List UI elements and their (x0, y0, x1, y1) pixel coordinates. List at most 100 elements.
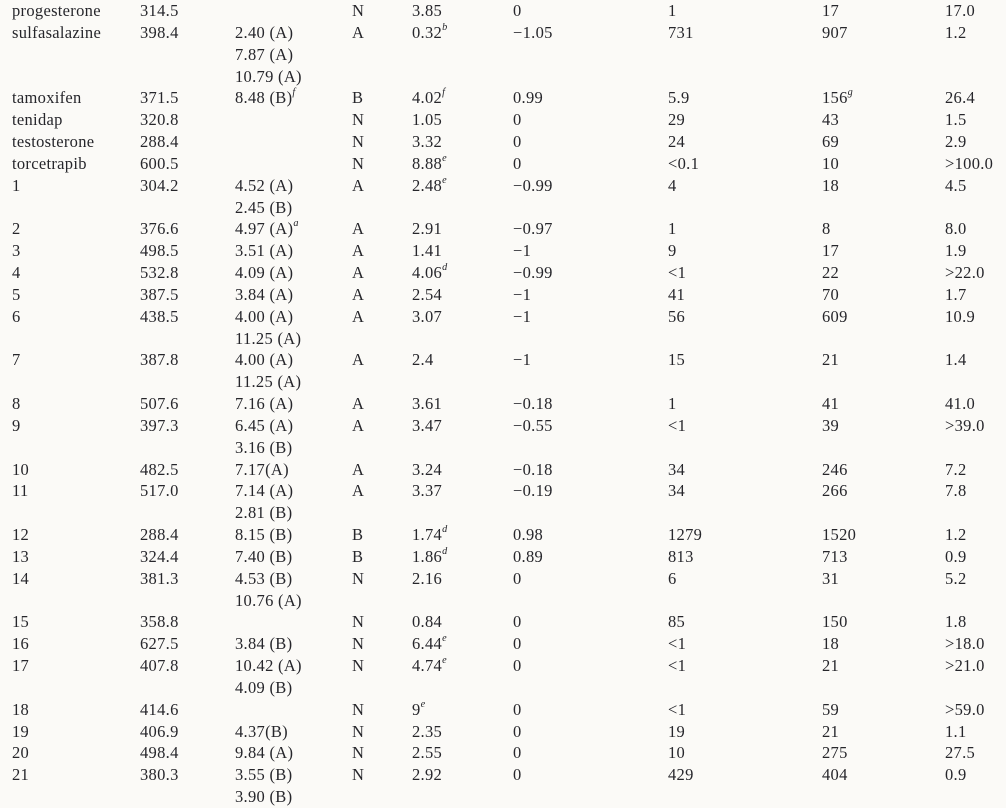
compound-name-cell: 4 (12, 263, 21, 283)
col8-value-cell: 609 (822, 306, 848, 326)
table-row: 7.87 (A) (0, 44, 1006, 66)
table-row: testosterone 288.4 N 3.32 0 24 69 2.9 (0, 131, 1006, 153)
col5-value-cell: 1.05 (412, 110, 443, 130)
col5-value-cell: 3.47 (412, 415, 443, 435)
col4-value-cell: A (352, 284, 365, 304)
col7-value-cell: 15 (668, 350, 686, 370)
table-row: 4.09 (B) (0, 677, 1006, 699)
footnote-marker: g (847, 87, 853, 99)
col2-value-cell: 532.8 (140, 263, 179, 283)
col9-value-cell: >22.0 (945, 263, 985, 283)
col4-value-cell: N (352, 568, 365, 588)
col4-value-cell: A (352, 415, 365, 435)
table-row: 10.79 (A) (0, 66, 1006, 88)
col7-value-cell: 5.9 (668, 88, 690, 108)
col6-value-cell: 0 (513, 110, 522, 130)
col9-value-cell: 1.7 (945, 284, 967, 304)
col3-value-cell: 10.79 (A) (235, 66, 302, 86)
col2-value-cell: 482.5 (140, 459, 179, 479)
col4-value-cell: B (352, 546, 364, 566)
col7-value-cell: 29 (668, 110, 686, 130)
footnote-marker: d (442, 545, 448, 557)
col5-value-cell: 2.92 (412, 765, 443, 785)
col3-value-cell: 9.84 (A) (235, 743, 294, 763)
col5-value-cell: 3.85 (412, 1, 443, 20)
col6-value-cell: −1.05 (513, 22, 553, 42)
col5-value-cell: 0.32b (412, 21, 448, 42)
col5-value-cell: 4.02f (412, 87, 445, 108)
compound-name-cell: 6 (12, 306, 21, 326)
col7-value-cell: 731 (668, 22, 694, 42)
col6-value-cell: 0 (513, 765, 522, 785)
table-row: 3.90 (B) (0, 786, 1006, 808)
table-row: 13 324.4 7.40 (B) B 1.86d 0.89 813 713 0.9 (0, 546, 1006, 568)
col5-value-cell: 9e (412, 698, 426, 719)
col2-value-cell: 288.4 (140, 132, 179, 152)
col6-value-cell: 0 (513, 153, 522, 173)
col6-value-cell: −1 (513, 241, 532, 261)
col7-value-cell: 1279 (668, 525, 703, 545)
col7-value-cell: 34 (668, 459, 686, 479)
col9-value-cell: 0.9 (945, 546, 967, 566)
col4-value-cell: A (352, 394, 365, 414)
compound-name-cell: 11 (12, 481, 29, 501)
col6-value-cell: 0.89 (513, 546, 544, 566)
col8-value-cell: 21 (822, 656, 840, 676)
col3-value-cell: 4.09 (B) (235, 677, 293, 697)
col9-value-cell: 1.2 (945, 22, 967, 42)
col5-value-cell: 2.55 (412, 743, 443, 763)
col8-value-cell: 17 (822, 1, 840, 20)
table-row: 2 376.6 4.97 (A)a A 2.91 −0.97 1 8 8.0 (0, 218, 1006, 240)
footnote-marker: f (442, 87, 445, 99)
table-row: 9 397.3 6.45 (A) A 3.47 −0.55 <1 39 >39.0 (0, 415, 1006, 437)
table-row: torcetrapib 600.5 N 8.88e 0 <0.1 10 >100.0 (0, 153, 1006, 175)
col6-value-cell: 0 (513, 721, 522, 741)
compound-name-cell: 9 (12, 415, 21, 435)
col2-value-cell: 358.8 (140, 612, 179, 632)
table-row: sulfasalazine 398.4 2.40 (A) A 0.32b −1.05 731… (0, 22, 1006, 44)
col2-value-cell: 498.5 (140, 241, 179, 261)
compound-name-cell: 21 (12, 765, 30, 785)
col8-value-cell: 31 (822, 568, 840, 588)
compound-name-cell: 16 (12, 634, 30, 654)
col6-value-cell: −1 (513, 284, 532, 304)
col4-value-cell: N (352, 743, 365, 763)
col6-value-cell: 0 (513, 743, 522, 763)
col9-value-cell: 4.5 (945, 175, 967, 195)
col8-value-cell: 21 (822, 350, 840, 370)
col6-value-cell: 0 (513, 1, 522, 20)
compound-name-cell: 8 (12, 394, 21, 414)
table-row: 17 407.8 10.42 (A) N 4.74e 0 <1 21 >21.0 (0, 655, 1006, 677)
footnote-marker: e (442, 174, 447, 186)
col5-value-cell: 3.24 (412, 459, 443, 479)
col3-value-cell: 2.45 (B) (235, 197, 293, 217)
col9-value-cell: 1.1 (945, 721, 967, 741)
col9-value-cell: 26.4 (945, 88, 976, 108)
col8-value-cell: 69 (822, 132, 840, 152)
col9-value-cell: 7.8 (945, 481, 967, 501)
col5-value-cell: 2.91 (412, 219, 443, 239)
table-row: 21 380.3 3.55 (B) N 2.92 0 429 404 0.9 (0, 764, 1006, 786)
col3-value-cell: 4.00 (A) (235, 350, 294, 370)
col3-value-cell: 11.25 (A) (235, 372, 302, 392)
col4-value-cell: N (352, 612, 365, 632)
col2-value-cell: 371.5 (140, 88, 179, 108)
col4-value-cell: N (352, 634, 365, 654)
col6-value-cell: −0.99 (513, 263, 553, 283)
compound-name-cell: 18 (12, 699, 30, 719)
footnote-marker: d (442, 262, 448, 274)
col9-value-cell: >100.0 (945, 153, 994, 173)
col2-value-cell: 398.4 (140, 22, 179, 42)
col3-value-cell: 7.16 (A) (235, 394, 294, 414)
col2-value-cell: 627.5 (140, 634, 179, 654)
col2-value-cell: 314.5 (140, 1, 179, 20)
col4-value-cell: N (352, 132, 365, 152)
footnote-marker: e (442, 655, 447, 667)
col7-value-cell: 85 (668, 612, 686, 632)
col9-value-cell: 0.9 (945, 765, 967, 785)
col3-value-cell: 6.45 (A) (235, 415, 294, 435)
col2-value-cell: 438.5 (140, 306, 179, 326)
compound-name-cell: tenidap (12, 110, 63, 130)
col4-value-cell: B (352, 525, 364, 545)
